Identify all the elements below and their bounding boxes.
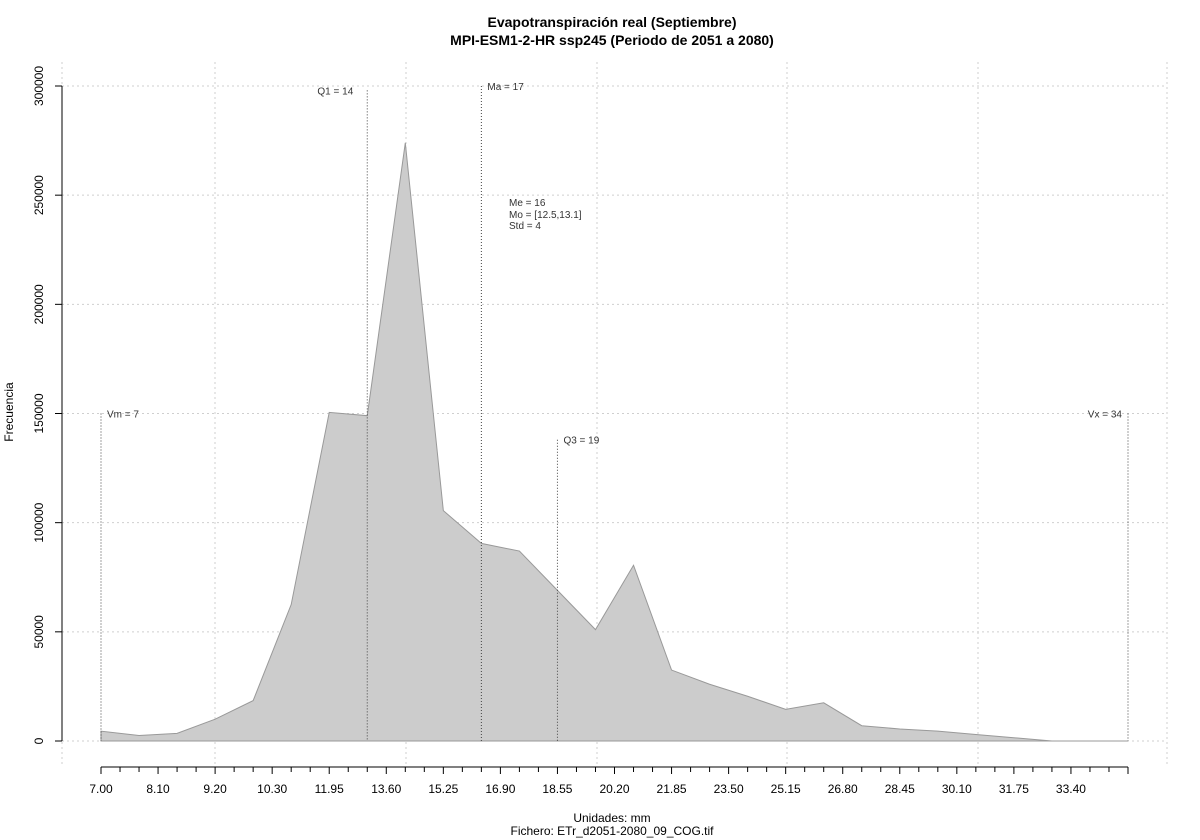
x-tick-label: 16.90 (485, 782, 515, 796)
x-tick-label: 23.50 (714, 782, 744, 796)
frequency-area (100, 142, 1128, 742)
grid (61, 62, 1168, 765)
x-tick-label: 18.55 (542, 782, 572, 796)
y-tick-label: 200000 (32, 284, 46, 324)
ref-line-label: Q1 = 14 (317, 86, 353, 97)
x-tick-label: 11.95 (315, 782, 344, 796)
stat-std: Std = 4 (509, 221, 541, 232)
x-tick-label: 26.80 (828, 782, 858, 796)
reference-lines: Vm = 7 Q1 = 14 Ma = 17 Q3 = 19 Vx = 34 (100, 82, 1129, 741)
ref-line-label: Vm = 7 (107, 410, 139, 421)
x-tick-label: 8.10 (146, 782, 170, 796)
stat-mode: Mo = [12.5,13.1] (509, 210, 582, 221)
x-tick-label: 7.00 (89, 782, 113, 796)
chart-subtitle: MPI-ESM1-2-HR ssp245 (Periodo de 2051 a … (450, 32, 774, 48)
x-tick-label: 13.60 (371, 782, 401, 796)
x-tick-label: 30.10 (942, 782, 972, 796)
x-tick-label: 21.85 (657, 782, 687, 796)
x-axis: 7.00 8.10 9.20 10.30 11.95 13.60 15.25 16.90 18.… (89, 766, 1129, 796)
stat-median: Me = 16 (509, 198, 546, 209)
chart-title: Evapotranspiración real (Septiembre) (488, 14, 737, 30)
x-tick-label: 20.20 (599, 782, 629, 796)
x-tick-label: 33.40 (1056, 782, 1086, 796)
x-axis-label: Unidades: mm (573, 811, 650, 825)
x-tick-label: 28.45 (885, 782, 915, 796)
y-axis: 0 50000 100000 150000 200000 250000 300000 (32, 66, 63, 744)
y-tick-label: 250000 (32, 175, 46, 215)
y-tick-label: 100000 (32, 502, 46, 542)
x-tick-label: 31.75 (999, 782, 1029, 796)
y-axis-label: Frecuencia (2, 382, 16, 442)
footer-filename: Fichero: ETr_d2051-2080_09_COG.tif (511, 824, 715, 838)
y-tick-label: 150000 (32, 393, 46, 433)
ref-line-label: Ma = 17 (487, 82, 524, 93)
y-tick-label: 50000 (32, 615, 46, 649)
x-tick-label: 15.25 (428, 782, 458, 796)
x-tick-label: 25.15 (771, 782, 801, 796)
ref-line-label: Q3 = 19 (563, 436, 599, 447)
ref-line-label: Vx = 34 (1088, 410, 1123, 421)
y-tick-label: 0 (32, 737, 46, 744)
y-tick-label: 300000 (32, 66, 46, 106)
x-tick-label: 10.30 (257, 782, 287, 796)
x-tick-label: 9.20 (203, 782, 227, 796)
